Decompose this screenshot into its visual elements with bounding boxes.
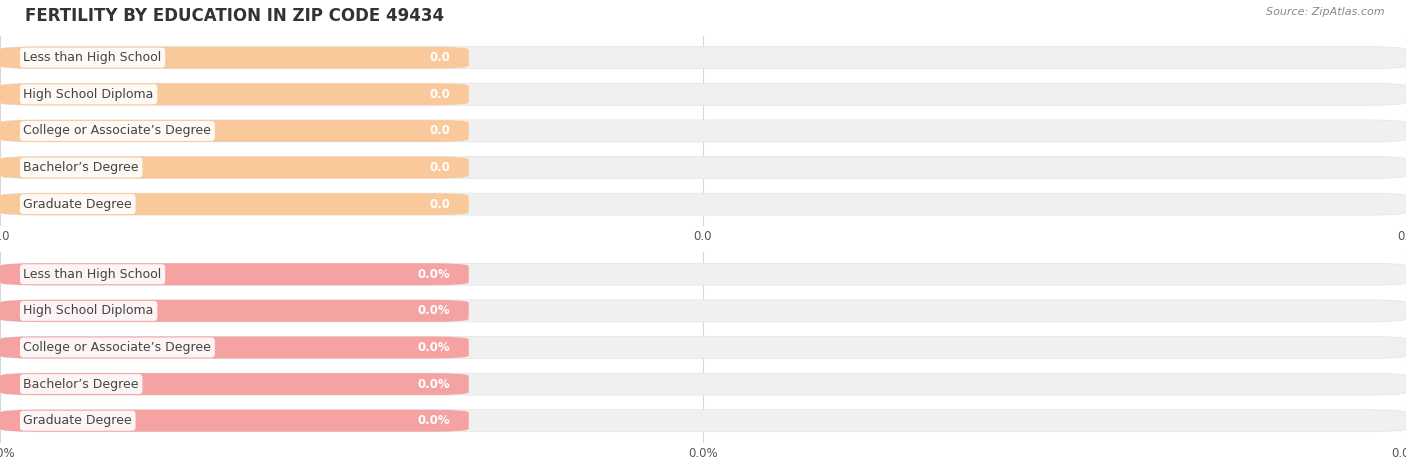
FancyBboxPatch shape: [0, 47, 468, 69]
FancyBboxPatch shape: [0, 83, 468, 105]
FancyBboxPatch shape: [0, 263, 1406, 285]
FancyBboxPatch shape: [0, 157, 1406, 178]
Text: 0.0%: 0.0%: [418, 268, 450, 281]
FancyBboxPatch shape: [0, 337, 468, 358]
Text: High School Diploma: High School Diploma: [24, 304, 153, 317]
Text: 0.0: 0.0: [429, 198, 450, 211]
Text: 0.0: 0.0: [429, 51, 450, 64]
FancyBboxPatch shape: [0, 300, 468, 322]
Text: Less than High School: Less than High School: [24, 51, 162, 64]
FancyBboxPatch shape: [0, 300, 1406, 322]
Text: 0.0%: 0.0%: [418, 341, 450, 354]
Text: Source: ZipAtlas.com: Source: ZipAtlas.com: [1267, 7, 1385, 17]
Text: 0.0: 0.0: [429, 124, 450, 138]
Text: 0.0%: 0.0%: [418, 377, 450, 391]
FancyBboxPatch shape: [0, 193, 468, 215]
Text: Graduate Degree: Graduate Degree: [24, 198, 132, 211]
Text: Less than High School: Less than High School: [24, 268, 162, 281]
Text: 0.0%: 0.0%: [418, 414, 450, 427]
FancyBboxPatch shape: [0, 410, 468, 432]
Text: 0.0%: 0.0%: [418, 304, 450, 317]
Text: 0.0: 0.0: [429, 88, 450, 101]
Text: 0.0: 0.0: [429, 161, 450, 174]
FancyBboxPatch shape: [0, 157, 468, 178]
FancyBboxPatch shape: [0, 83, 1406, 105]
FancyBboxPatch shape: [0, 337, 1406, 358]
FancyBboxPatch shape: [0, 373, 468, 395]
FancyBboxPatch shape: [0, 47, 1406, 69]
Text: High School Diploma: High School Diploma: [24, 88, 153, 101]
FancyBboxPatch shape: [0, 263, 468, 285]
FancyBboxPatch shape: [0, 120, 468, 142]
FancyBboxPatch shape: [0, 373, 1406, 395]
FancyBboxPatch shape: [0, 193, 1406, 215]
Text: FERTILITY BY EDUCATION IN ZIP CODE 49434: FERTILITY BY EDUCATION IN ZIP CODE 49434: [25, 7, 444, 25]
Text: College or Associate’s Degree: College or Associate’s Degree: [24, 124, 211, 138]
Text: Graduate Degree: Graduate Degree: [24, 414, 132, 427]
FancyBboxPatch shape: [0, 410, 1406, 432]
Text: Bachelor’s Degree: Bachelor’s Degree: [24, 161, 139, 174]
Text: Bachelor’s Degree: Bachelor’s Degree: [24, 377, 139, 391]
FancyBboxPatch shape: [0, 120, 1406, 142]
Text: College or Associate’s Degree: College or Associate’s Degree: [24, 341, 211, 354]
